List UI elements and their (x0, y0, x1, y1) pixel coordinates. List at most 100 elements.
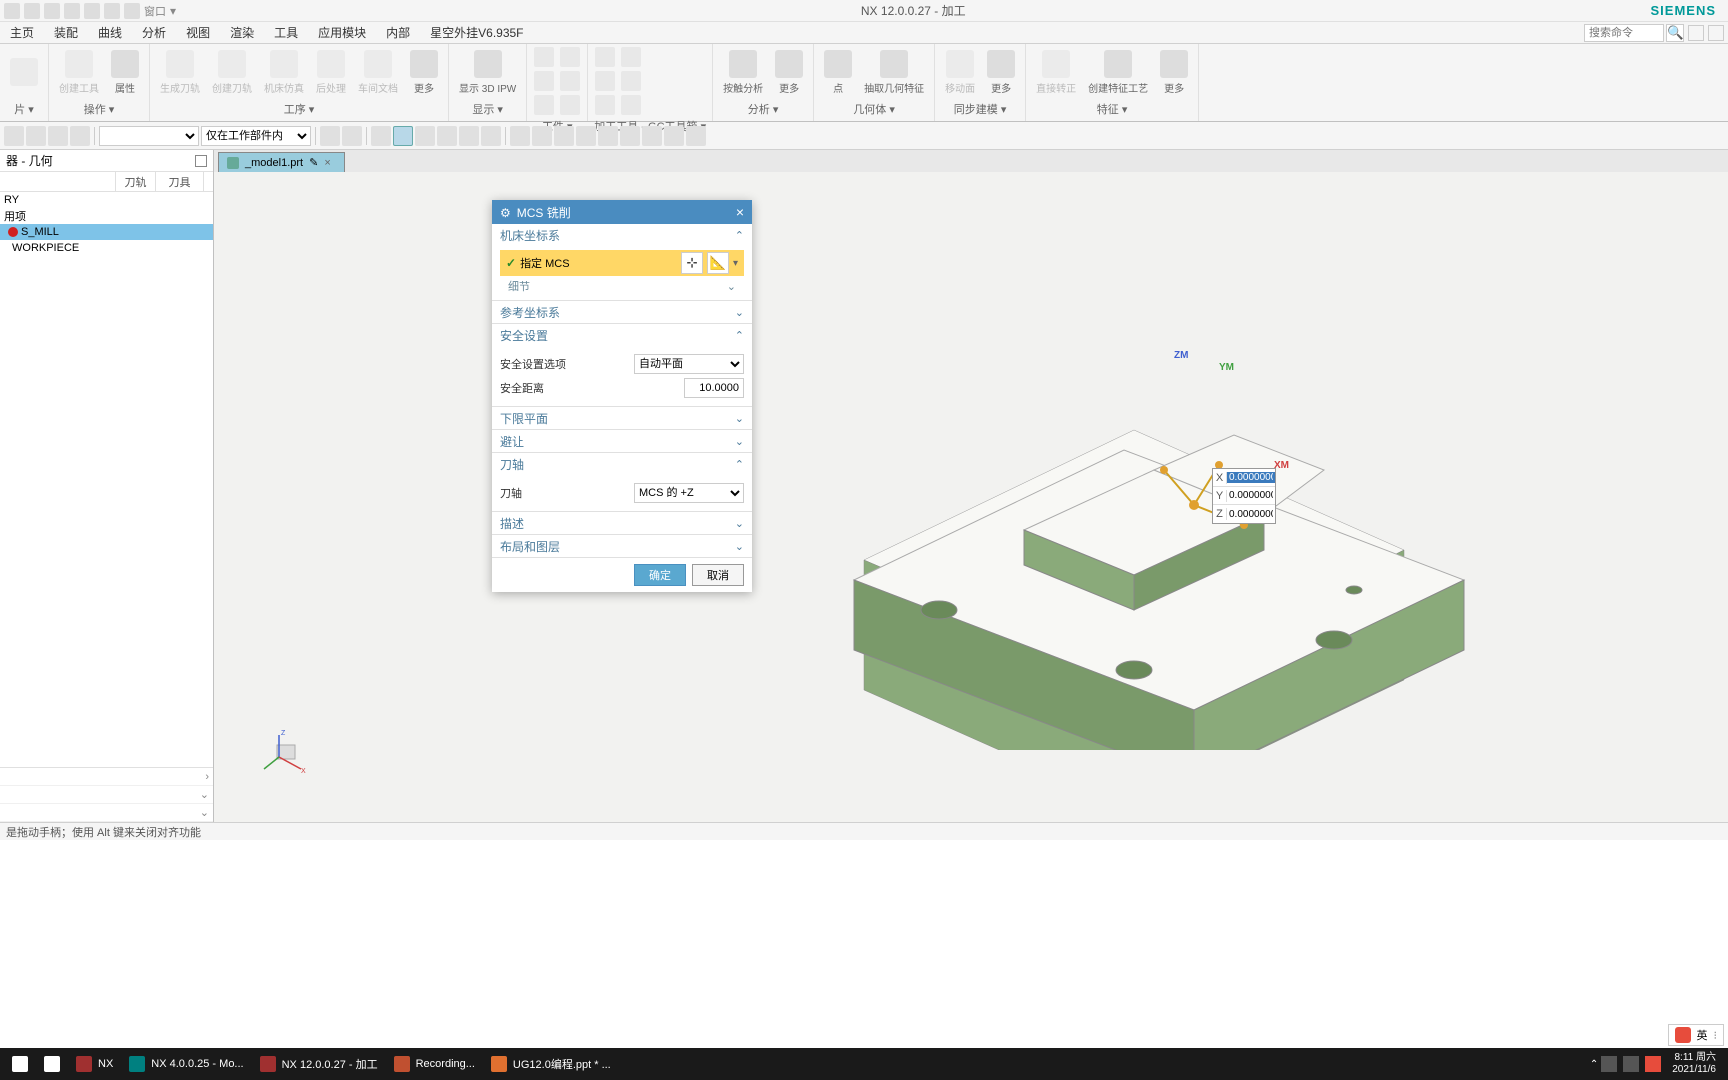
taskbar-clock[interactable]: 8:11 周六 2021/11/6 (1664, 1052, 1724, 1076)
type-filter-select[interactable] (99, 126, 199, 146)
window-control-icon[interactable] (1708, 25, 1724, 41)
ribbon-button[interactable]: 更多 (983, 48, 1019, 97)
ribbon-button[interactable]: 更多 (406, 48, 442, 97)
taskbar-button[interactable]: NX 4.0.0.25 - Mo... (121, 1050, 251, 1078)
toolbar-icon[interactable] (554, 126, 574, 146)
ribbon-button[interactable]: 抽取几何特征 (860, 48, 928, 97)
x-input[interactable] (1227, 472, 1275, 483)
section-description[interactable]: 描述 ⌄ (492, 512, 752, 534)
toolbar-icon[interactable] (371, 126, 391, 146)
window-control-icon[interactable] (1688, 25, 1704, 41)
ribbon-button[interactable]: 更多 (771, 48, 807, 97)
ribbon-group-label[interactable]: 特征 ▾ (1032, 99, 1192, 119)
y-input[interactable] (1227, 490, 1275, 501)
toolbar-icon[interactable] (26, 126, 46, 146)
taskbar-button[interactable]: NX 12.0.0.27 - 加工 (252, 1050, 386, 1078)
qat-icon[interactable] (44, 3, 60, 19)
toolbar-icon[interactable] (415, 126, 435, 146)
section-layout-layer[interactable]: 布局和图层 ⌄ (492, 535, 752, 557)
ribbon-small-button[interactable] (595, 47, 615, 67)
ribbon-small-button[interactable] (595, 71, 615, 91)
menu-item[interactable]: 应用模块 (308, 24, 376, 41)
safety-option-select[interactable]: 自动平面 (634, 354, 744, 374)
ribbon-small-button[interactable] (560, 71, 580, 91)
section-avoid[interactable]: 避让 ⌄ (492, 430, 752, 452)
qat-switch-window[interactable]: 窗口 (144, 3, 166, 19)
taskbar-button[interactable]: Recording... (386, 1050, 483, 1078)
assembly-filter-select[interactable]: 仅在工作部件内 (201, 126, 311, 146)
taskbar-button[interactable]: UG12.0编程.ppt * ... (483, 1050, 619, 1078)
tree-row[interactable]: S_MILL (0, 224, 213, 240)
toolbar-icon[interactable] (342, 126, 362, 146)
tool-axis-select[interactable]: MCS 的 +Z (634, 483, 744, 503)
graphics-area[interactable]: _model1.prt ✎ × (214, 150, 1728, 822)
csys-dialog-button[interactable]: ⊹ (681, 252, 703, 274)
ribbon-small-button[interactable] (534, 71, 554, 91)
close-icon[interactable]: × (324, 157, 336, 169)
ribbon-small-button[interactable] (534, 47, 554, 67)
taskbar-button[interactable] (4, 1050, 36, 1078)
cancel-button[interactable]: 取消 (692, 564, 744, 586)
toolbar-icon-active[interactable] (393, 126, 413, 146)
qat-icon[interactable] (84, 3, 100, 19)
menu-item[interactable]: 曲线 (88, 24, 132, 41)
toolbar-icon[interactable] (320, 126, 340, 146)
3d-viewport[interactable] (764, 350, 1484, 750)
toolbar-icon[interactable] (576, 126, 596, 146)
tray-chevron[interactable]: ⌃ (1590, 1059, 1598, 1070)
ribbon-button[interactable]: 属性 (107, 48, 143, 97)
scroll-indicator[interactable]: › (205, 771, 209, 783)
toolbar-icon[interactable] (598, 126, 618, 146)
safety-distance-input[interactable] (684, 378, 744, 398)
toolbar-icon[interactable] (48, 126, 68, 146)
menu-item[interactable]: 视图 (176, 24, 220, 41)
qat-icon[interactable] (124, 3, 140, 19)
ribbon-small-button[interactable] (621, 47, 641, 67)
tree-column[interactable]: 刀轨 (116, 172, 156, 191)
menu-item[interactable]: 星空外挂V6.935F (420, 24, 533, 41)
ribbon-group-label[interactable]: 显示 ▾ (455, 99, 520, 119)
ribbon-group-label[interactable]: 操作 ▾ (55, 99, 143, 119)
tray-icon[interactable] (1623, 1056, 1639, 1072)
menu-item[interactable]: 装配 (44, 24, 88, 41)
tree-row[interactable]: RY (0, 192, 213, 208)
ribbon-group-label[interactable]: 分析 ▾ (719, 99, 807, 119)
qat-icon[interactable] (4, 3, 20, 19)
ribbon-button[interactable]: 点 (820, 48, 856, 97)
toolbar-icon[interactable] (437, 126, 457, 146)
menu-item[interactable]: 主页 (0, 24, 44, 41)
qat-icon[interactable] (64, 3, 80, 19)
toolbar-icon[interactable] (664, 126, 684, 146)
section-reference-cs[interactable]: 参考坐标系 ⌄ (492, 301, 752, 323)
taskbar-button[interactable] (36, 1050, 68, 1078)
ribbon-button[interactable]: 按触分析 (719, 48, 767, 97)
tray-sogou-icon[interactable] (1645, 1056, 1661, 1072)
csys-type-button[interactable]: 📐 (707, 252, 729, 274)
ribbon-group-label[interactable]: 工序 ▾ (156, 99, 442, 119)
toolbar-icon[interactable] (510, 126, 530, 146)
ribbon-small-button[interactable] (595, 95, 615, 115)
document-tab[interactable]: _model1.prt ✎ × (218, 152, 345, 172)
ribbon-small-button[interactable] (560, 95, 580, 115)
search-input[interactable] (1584, 24, 1664, 42)
toolbar-icon[interactable] (70, 126, 90, 146)
qat-icon[interactable] (104, 3, 120, 19)
menu-item[interactable]: 渲染 (220, 24, 264, 41)
tray-icon[interactable] (1601, 1056, 1617, 1072)
toolbar-icon[interactable] (686, 126, 706, 146)
toolbar-icon[interactable] (481, 126, 501, 146)
dialog-titlebar[interactable]: ⚙MCS 铣削 × (492, 200, 752, 224)
section-lower-plane[interactable]: 下限平面 ⌄ (492, 407, 752, 429)
tree-row[interactable]: WORKPIECE (0, 240, 213, 256)
detail-row[interactable]: 细节 ⌄ (500, 276, 744, 296)
tree-column[interactable] (0, 172, 116, 191)
ribbon-small-button[interactable] (621, 95, 641, 115)
z-input[interactable] (1227, 509, 1275, 520)
expand-chevron[interactable]: ⌄ (200, 788, 209, 801)
ribbon-group-label[interactable]: 片 ▾ (6, 99, 42, 119)
ribbon-group-label[interactable]: 同步建模 ▾ (941, 99, 1019, 119)
close-icon[interactable]: × (736, 204, 744, 220)
qat-icon[interactable] (24, 3, 40, 19)
menu-item[interactable]: 内部 (376, 24, 420, 41)
section-machine-cs[interactable]: 机床坐标系 ⌃ (492, 224, 752, 246)
